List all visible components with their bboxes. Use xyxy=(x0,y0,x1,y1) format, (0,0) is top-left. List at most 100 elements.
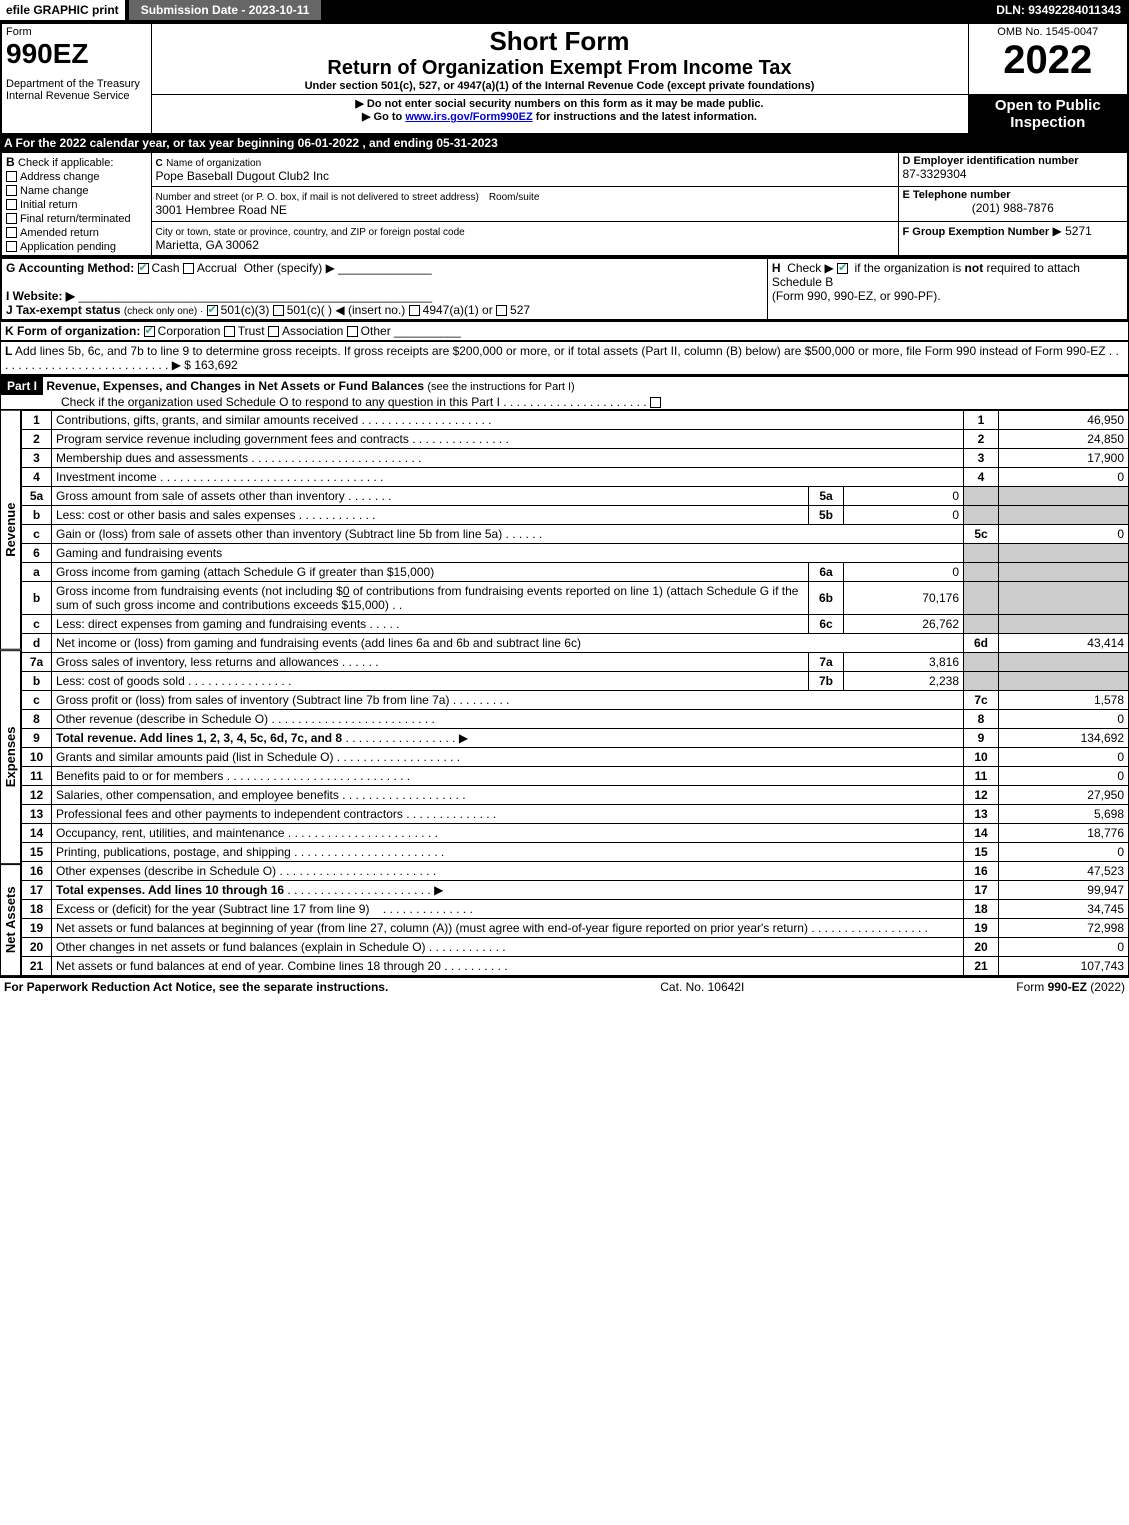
app-pending-checkbox[interactable] xyxy=(6,241,17,252)
l-row: L Add lines 5b, 6c, and 7b to line 9 to … xyxy=(0,341,1129,375)
501c3-checkbox[interactable] xyxy=(207,305,218,316)
ln14-r: 14 xyxy=(964,824,999,843)
ln3-r: 3 xyxy=(964,449,999,468)
ln5a-g1 xyxy=(964,487,999,506)
h-checkbox[interactable] xyxy=(837,263,848,274)
title-return: Return of Organization Exempt From Incom… xyxy=(156,57,964,80)
addr-change-checkbox[interactable] xyxy=(6,171,17,182)
room-lbl: Room/suite xyxy=(489,192,540,203)
501c3-lbl: 501(c)(3) xyxy=(221,303,270,317)
accrual-checkbox[interactable] xyxy=(183,263,194,274)
part1-title: Revenue, Expenses, and Changes in Net As… xyxy=(46,379,424,393)
insert-no-lbl: ◀ (insert no.) xyxy=(335,303,405,317)
final-return-checkbox[interactable] xyxy=(6,213,17,224)
c-name-lbl: Name of organization xyxy=(166,158,261,169)
b-label: Check if applicable: xyxy=(18,157,113,169)
assoc-lbl: Association xyxy=(282,324,343,338)
initial-return-checkbox[interactable] xyxy=(6,199,17,210)
ln5a-g2 xyxy=(999,487,1129,506)
ln5b-sv: 0 xyxy=(844,506,964,525)
part1-badge: Part I xyxy=(1,377,43,395)
ln9-r: 9 xyxy=(964,729,999,748)
corp-checkbox[interactable] xyxy=(144,326,155,337)
h-hdr: H xyxy=(772,261,781,275)
footer: For Paperwork Reduction Act Notice, see … xyxy=(0,976,1129,996)
ln11-v: 0 xyxy=(999,767,1129,786)
501c-checkbox[interactable] xyxy=(273,305,284,316)
ln8-v: 0 xyxy=(999,710,1129,729)
ln1-n: 1 xyxy=(22,411,52,430)
name-change-lbl: Name change xyxy=(20,185,89,197)
ln17-n: 17 xyxy=(22,881,52,900)
ln5b-s: 5b xyxy=(809,506,844,525)
j-sub: (check only one) · xyxy=(124,306,203,317)
ln6b-sv: 70,176 xyxy=(844,582,964,615)
ln7a-sv: 3,816 xyxy=(844,653,964,672)
assoc-checkbox[interactable] xyxy=(268,326,279,337)
part1-schedO-checkbox[interactable] xyxy=(650,397,661,408)
open-public-inspection: Open to Public Inspection xyxy=(968,95,1128,135)
ln6d-n: d xyxy=(22,634,52,653)
ln1-v: 46,950 xyxy=(999,411,1129,430)
ln19-n: 19 xyxy=(22,919,52,938)
ln5b-g1 xyxy=(964,506,999,525)
h-txt4: (Form 990, 990-EZ, or 990-PF). xyxy=(772,289,941,303)
addr-lbl: Number and street (or P. O. box, if mail… xyxy=(156,192,479,203)
trust-checkbox[interactable] xyxy=(224,326,235,337)
ln17-v: 99,947 xyxy=(999,881,1129,900)
city-state-zip: Marietta, GA 30062 xyxy=(156,238,259,252)
ln21-n: 21 xyxy=(22,957,52,976)
h-txt1: Check ▶ xyxy=(787,261,837,275)
ln7b-n: b xyxy=(22,672,52,691)
ein-value: 87-3329304 xyxy=(903,167,1124,181)
ln8-d: Other revenue (describe in Schedule O) .… xyxy=(52,710,964,729)
irs-link[interactable]: www.irs.gov/Form990EZ xyxy=(405,111,532,123)
ln6d-v: 43,414 xyxy=(999,634,1129,653)
amended-return-checkbox[interactable] xyxy=(6,227,17,238)
527-checkbox[interactable] xyxy=(496,305,507,316)
cash-checkbox[interactable] xyxy=(138,263,149,274)
ln10-n: 10 xyxy=(22,748,52,767)
lines-table: 1Contributions, gifts, grants, and simil… xyxy=(21,410,1129,976)
ln9-d: Total revenue. Add lines 1, 2, 3, 4, 5c,… xyxy=(52,729,964,748)
ln6c-g2 xyxy=(999,615,1129,634)
ln5a-d: Gross amount from sale of assets other t… xyxy=(52,487,809,506)
ln6a-g1 xyxy=(964,563,999,582)
ln13-n: 13 xyxy=(22,805,52,824)
omb-number: OMB No. 1545-0047 xyxy=(973,26,1124,38)
efile-label[interactable]: efile GRAPHIC print xyxy=(0,0,125,20)
name-change-checkbox[interactable] xyxy=(6,185,17,196)
501c-lbl: 501(c)( ) xyxy=(287,303,332,317)
ln11-r: 11 xyxy=(964,767,999,786)
l-hdr: L xyxy=(5,344,12,358)
form-word: Form xyxy=(6,26,147,38)
street-address: 3001 Hembree Road NE xyxy=(156,203,287,217)
ln9-v: 134,692 xyxy=(999,729,1129,748)
dln-label: DLN: 93492284011343 xyxy=(988,0,1129,20)
ln7c-v: 1,578 xyxy=(999,691,1129,710)
part1-body: Revenue Expenses Net Assets 1Contributio… xyxy=(0,410,1129,976)
j-lbl: J Tax-exempt status xyxy=(6,303,121,317)
app-pending-lbl: Application pending xyxy=(20,241,116,253)
ln16-n: 16 xyxy=(22,862,52,881)
4947-lbl: 4947(a)(1) or xyxy=(423,303,493,317)
l-arr: ▶ $ xyxy=(172,358,191,372)
group-exemption-value: 5271 xyxy=(1065,224,1092,238)
ln10-v: 0 xyxy=(999,748,1129,767)
ln4-r: 4 xyxy=(964,468,999,487)
ln4-n: 4 xyxy=(22,468,52,487)
other-org-checkbox[interactable] xyxy=(347,326,358,337)
ln6d-d: Net income or (loss) from gaming and fun… xyxy=(52,634,964,653)
amended-return-lbl: Amended return xyxy=(20,227,99,239)
ln6a-s: 6a xyxy=(809,563,844,582)
ln6a-d: Gross income from gaming (attach Schedul… xyxy=(52,563,809,582)
ghij-table: G Accounting Method: Cash Accrual Other … xyxy=(0,257,1129,321)
ln9-n: 9 xyxy=(22,729,52,748)
ln7c-r: 7c xyxy=(964,691,999,710)
ln6a-n: a xyxy=(22,563,52,582)
4947-checkbox[interactable] xyxy=(409,305,420,316)
under-section: Under section 501(c), 527, or 4947(a)(1)… xyxy=(156,80,964,92)
ln15-d: Printing, publications, postage, and shi… xyxy=(52,843,964,862)
phone-value: (201) 988-7876 xyxy=(903,201,1124,215)
ln13-r: 13 xyxy=(964,805,999,824)
